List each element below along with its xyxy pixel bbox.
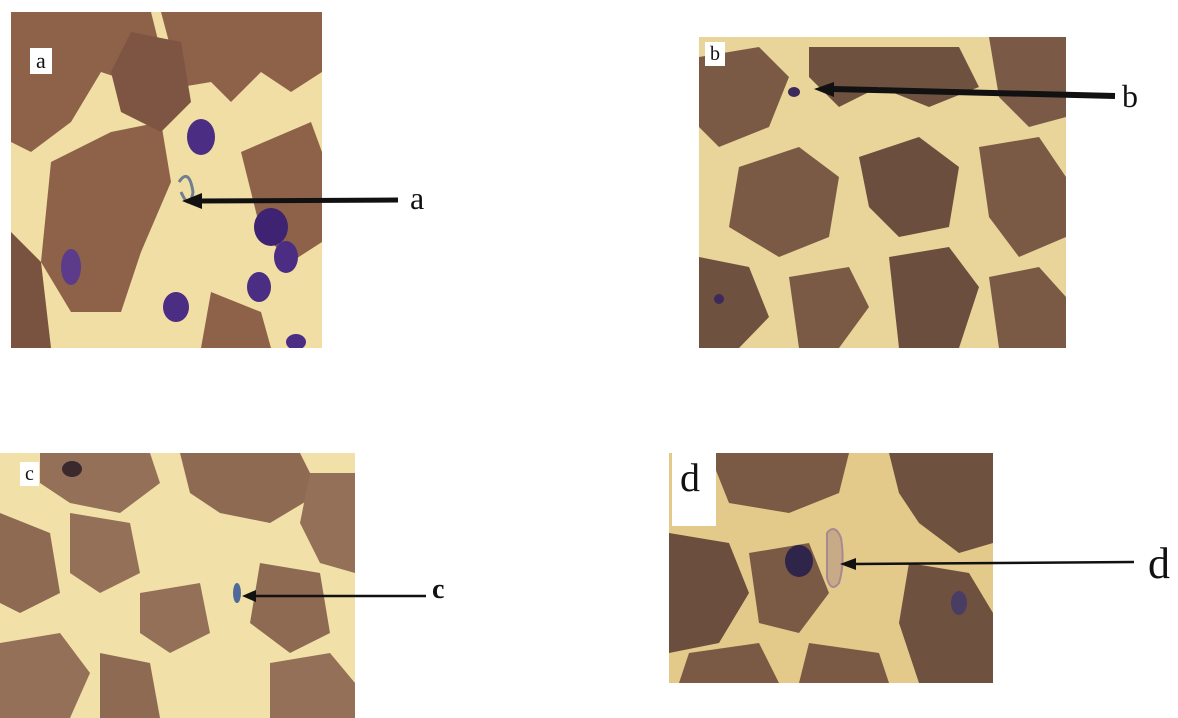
panel-a-label: a — [30, 48, 52, 74]
micrograph-panel-a — [11, 12, 322, 348]
panel-b-pointer-label: b — [1122, 78, 1138, 114]
panel-d-arrow — [840, 558, 1135, 570]
panel-a-arrow — [182, 193, 399, 209]
panel-b-label: b — [705, 42, 725, 66]
micrograph-panel-c — [0, 453, 355, 718]
micrograph-a-image — [11, 12, 322, 348]
micrograph-d-image — [669, 453, 993, 683]
panel-a-pointer-label: a — [410, 180, 425, 216]
micrograph-panel-d — [669, 453, 993, 683]
panel-c-pointer-label: c — [432, 574, 445, 605]
panel-c-arrow — [242, 590, 426, 602]
panel-d-label: d — [672, 452, 716, 526]
panel-c-label: c — [20, 462, 39, 486]
panel-d-pointer-label: d — [1148, 539, 1170, 588]
micrograph-c-image — [0, 453, 355, 718]
panel-b-arrow — [814, 82, 1116, 99]
